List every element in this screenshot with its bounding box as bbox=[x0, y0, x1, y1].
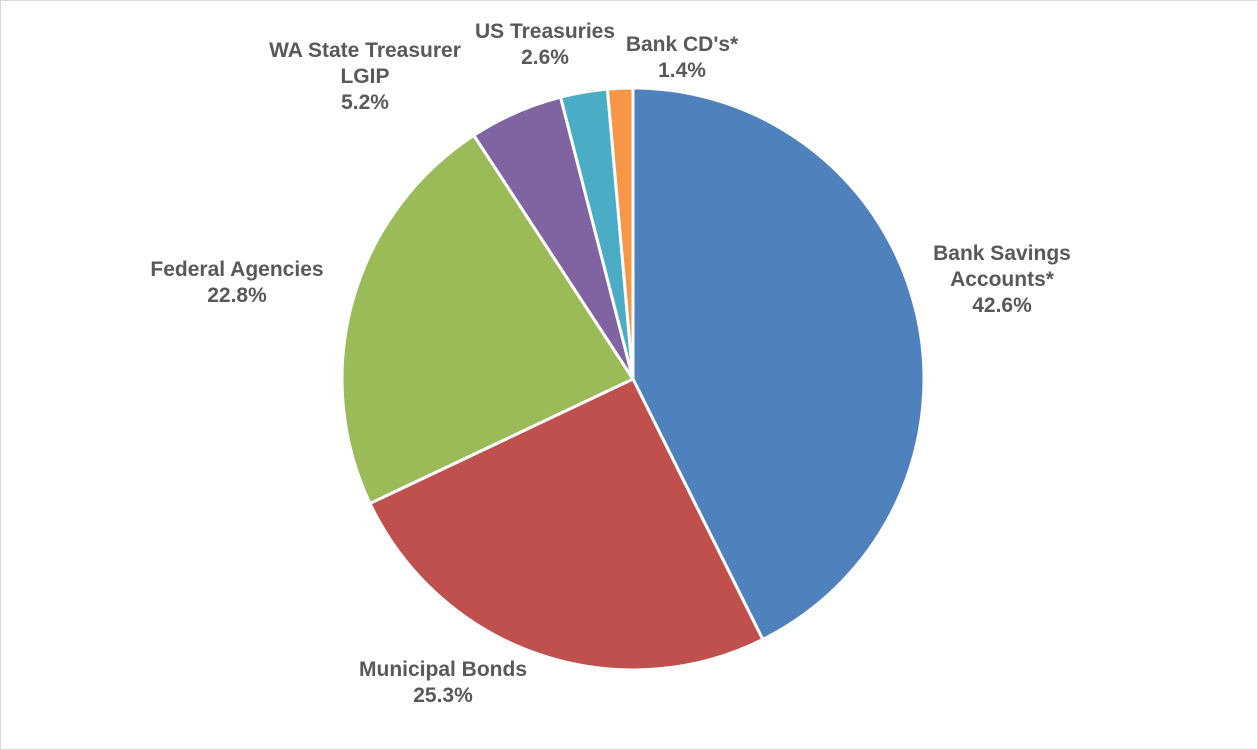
pie-slices bbox=[340, 86, 926, 672]
slice-value-label-3: 5.2% bbox=[341, 91, 389, 114]
slice-value-label-5: 1.4% bbox=[658, 59, 706, 82]
pie-slice-0 bbox=[631, 86, 926, 641]
pie-labels: Bank Savings Accounts* 42.6% Municipal Bond… bbox=[150, 20, 1070, 707]
slice-category-label-3: WA State Treasurer bbox=[269, 39, 461, 62]
slice-category-label-2: Federal Agencies bbox=[150, 258, 323, 281]
pie-slice-1 bbox=[368, 377, 765, 672]
slice-category-label-0: Bank Savings bbox=[933, 242, 1071, 265]
slice-value-label-4: 2.6% bbox=[521, 46, 569, 69]
slice-category-label-4: US Treasuries bbox=[475, 20, 615, 43]
pie-slice-2 bbox=[340, 133, 635, 505]
slice-value-label-2: 22.8% bbox=[207, 284, 267, 307]
pie-slice-5 bbox=[605, 86, 635, 381]
slice-category-label-3: LGIP bbox=[340, 65, 389, 88]
slice-value-label-1: 25.3% bbox=[413, 684, 473, 707]
slice-value-label-0: 42.6% bbox=[972, 294, 1032, 317]
slice-category-label-5: Bank CD's* bbox=[626, 33, 739, 56]
slice-category-label-0: Accounts* bbox=[950, 268, 1055, 291]
slice-category-label-1: Municipal Bonds bbox=[359, 658, 527, 681]
